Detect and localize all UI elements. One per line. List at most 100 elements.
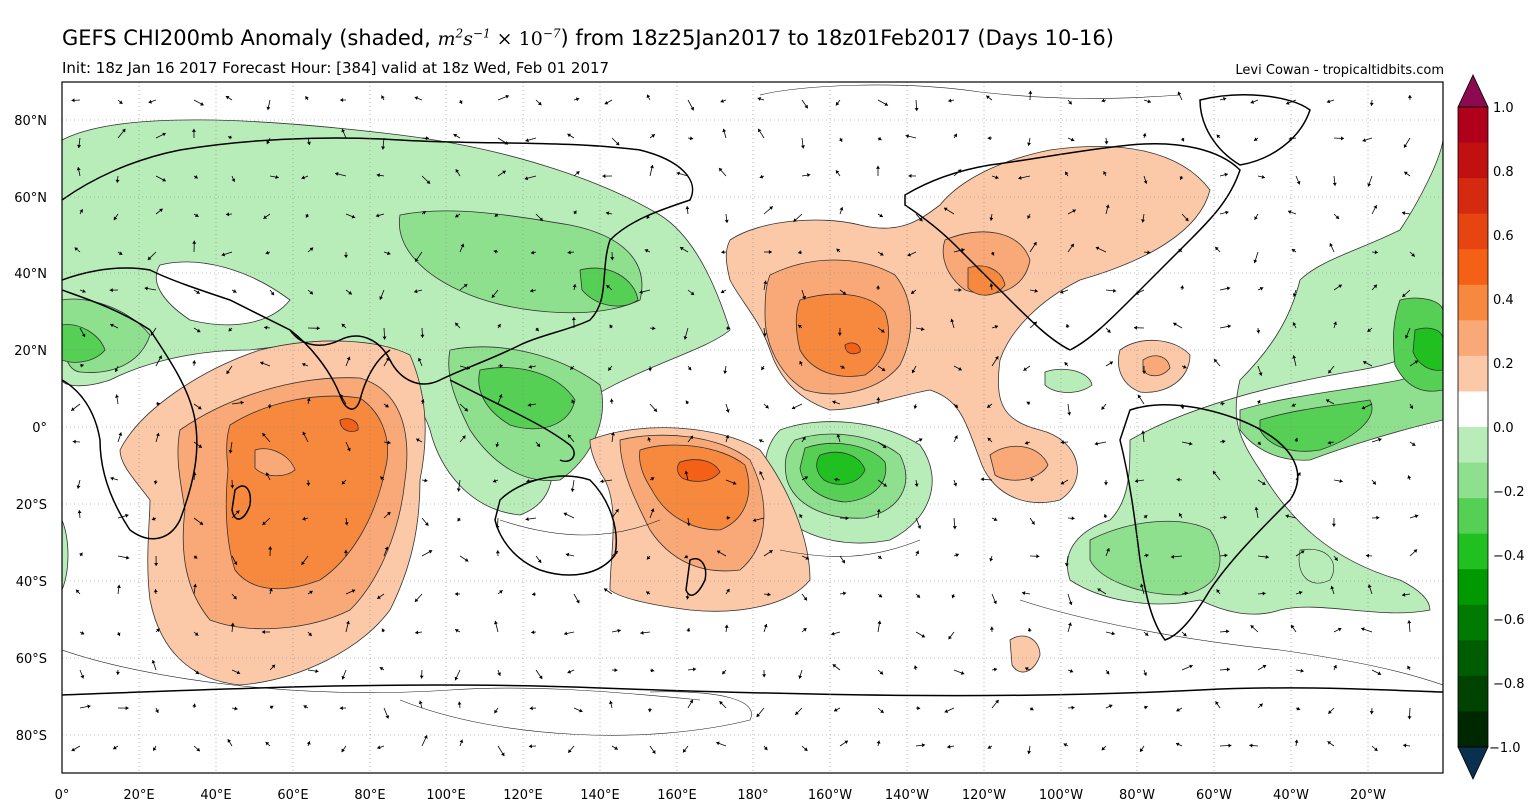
wind-vector-head [1173, 322, 1177, 327]
wind-vector-head [876, 285, 881, 289]
colorbar-bands [1458, 107, 1488, 748]
wind-vector-head [261, 630, 265, 634]
wind-vector-head [719, 168, 723, 172]
anomaly-us-2 [942, 231, 1031, 294]
wind-vector-head [611, 432, 615, 436]
wind-vector-head [116, 584, 121, 589]
wind-vector-head [993, 600, 997, 604]
wind-vector-head [882, 444, 887, 448]
anomaly-mideast-core [62, 324, 106, 363]
wind-vector-head [756, 713, 761, 717]
wind-vector-head [265, 472, 270, 477]
lon-label: 80°W [1119, 788, 1155, 803]
wind-vector-head [1180, 285, 1185, 289]
wind-vector-head [563, 512, 568, 517]
wind-vector-head [340, 394, 344, 398]
wind-vector-head [567, 434, 572, 439]
wind-vector-head [306, 141, 311, 145]
wind-vector-head [305, 214, 310, 218]
wind-vector-head [763, 746, 768, 751]
wind-vector-head [227, 739, 232, 743]
wind-vector-head [1147, 99, 1151, 104]
wind-vector-head [752, 518, 757, 522]
wind-vector-head [804, 476, 808, 480]
wind-vector-head [1300, 550, 1305, 554]
wind-vector-head [676, 171, 680, 176]
colorbar-overflow-top [1457, 74, 1489, 108]
wind-vector-head [798, 675, 803, 679]
wind-vector-head [193, 583, 197, 588]
wind-vector-head [125, 706, 129, 711]
wind-vector-head [539, 217, 543, 221]
wind-vector-head [1064, 563, 1069, 567]
wind-vector-head [192, 240, 197, 244]
wind-vector-head [954, 435, 958, 439]
wind-vector-head [1254, 216, 1258, 220]
wind-vector-head [233, 561, 238, 565]
wind-vector-head [950, 318, 955, 323]
wind-vector-head [913, 405, 918, 409]
wind-vector-head [1072, 209, 1076, 213]
wind-vector-head [993, 517, 998, 521]
anomaly-hawaii-3 [795, 293, 889, 377]
wind-vector-head [723, 370, 728, 374]
init-subtitle: Init: 18z Jan 16 2017 Forecast Hour: [38… [62, 59, 610, 77]
wind-vector-head [575, 171, 580, 175]
wind-vector-head [301, 175, 305, 180]
wind-vector-head [1103, 171, 1107, 175]
wind-vector-head [538, 675, 543, 679]
wind-vector-head [379, 296, 383, 300]
wind-vector-head [306, 482, 311, 486]
wind-vector-head [147, 256, 152, 260]
wind-vector-head [387, 251, 391, 256]
wind-vector-head [493, 249, 498, 254]
wind-vector-head [341, 748, 345, 753]
map-plot-area [62, 82, 1443, 773]
wind-vector-head [494, 213, 499, 217]
wind-vector-head [191, 128, 196, 132]
wind-vector-head [993, 667, 998, 672]
wind-vector-head [1377, 671, 1382, 675]
wind-vector-head [987, 404, 991, 408]
wind-vector-head [842, 291, 847, 295]
map-frame [61, 81, 1444, 774]
wind-vector-head [494, 620, 498, 625]
wind-vector-head [720, 289, 725, 294]
wind-vector-head [1094, 441, 1098, 446]
wind-vector-head [76, 485, 81, 489]
wind-vector-head [1178, 249, 1183, 253]
wind-vector-head [646, 94, 651, 99]
wind-vector-head [644, 249, 649, 253]
colorbar-band [1458, 355, 1488, 392]
colorbar-tick: −0.4 [1493, 549, 1525, 564]
colorbar-tick: 0.2 [1493, 357, 1514, 372]
wind-vector-head [375, 213, 380, 218]
wind-vector-head [647, 709, 652, 713]
wind-vector-head [571, 317, 576, 321]
wind-vector-head [462, 435, 466, 440]
wind-vector-head [683, 748, 687, 753]
wind-vector-head [567, 669, 572, 674]
wind-vector-head [454, 676, 459, 681]
wind-vector-head [499, 363, 503, 368]
wind-vector-head [614, 551, 618, 555]
coast-south-america [1119, 404, 1299, 641]
wind-vector-head [302, 362, 306, 367]
wind-vector-head [763, 280, 768, 284]
wind-vector-head [831, 631, 835, 636]
wind-vector-head [795, 711, 799, 715]
lon-label: 80°E [354, 788, 385, 803]
wind-vector-head [1407, 620, 1412, 624]
wind-vector-head [1225, 210, 1229, 215]
wind-vector-head [1262, 481, 1266, 485]
wind-vector-head [505, 94, 509, 99]
wind-vector-head [150, 331, 155, 336]
wind-vector-head [532, 592, 536, 597]
wind-vector-head [1262, 664, 1267, 669]
wind-vector-head [1107, 329, 1111, 333]
wind-vector-head [382, 336, 387, 340]
lat-label: 0° [32, 421, 47, 436]
wind-vector-head [420, 334, 425, 338]
wind-vector-head [1023, 367, 1027, 371]
wind-vector-head [1134, 478, 1139, 483]
